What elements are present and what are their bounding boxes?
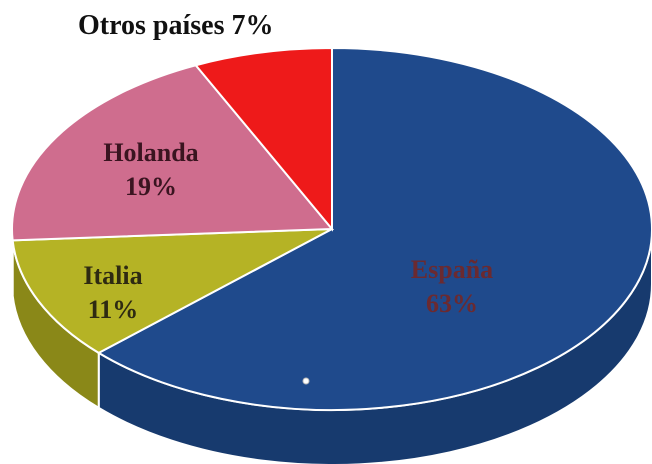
pie-top-faces xyxy=(11,46,652,411)
pie-slice-espana xyxy=(96,46,652,411)
slice-label-holanda: Holanda 19% xyxy=(103,138,198,201)
center-marker xyxy=(302,377,310,385)
pie-labels: España 63% Italia 11% Holanda 19% xyxy=(83,138,493,324)
slice-label-espana: España 63% xyxy=(411,255,493,318)
otros-paises-label: Otros países 7% xyxy=(78,10,274,41)
pie-slice-otros-paises xyxy=(193,46,333,232)
pie-slice-holanda xyxy=(11,64,335,242)
pie-slice-italia xyxy=(11,228,333,355)
slice-label-italia: Italia 11% xyxy=(83,261,142,324)
